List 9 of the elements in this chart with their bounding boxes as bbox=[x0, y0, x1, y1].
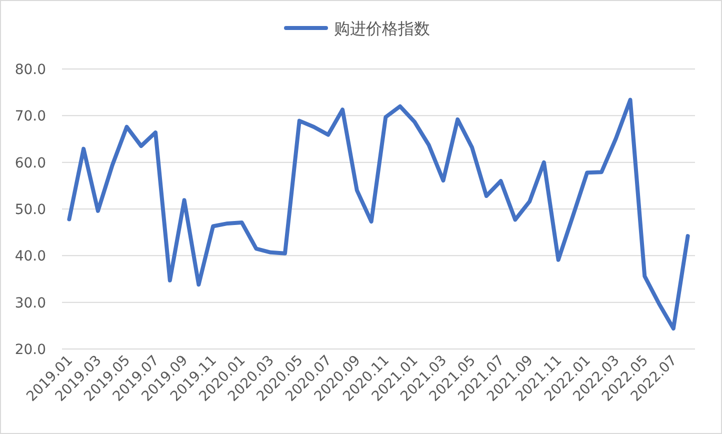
y-tick-label: 70.0 bbox=[14, 108, 46, 125]
y-tick-label: 40.0 bbox=[14, 248, 46, 265]
legend-label: 购进价格指数 bbox=[334, 19, 430, 38]
y-tick-label: 80.0 bbox=[14, 62, 46, 78]
y-tick-label: 30.0 bbox=[14, 295, 46, 312]
y-tick-label: 60.0 bbox=[14, 155, 46, 172]
legend: 购进价格指数 bbox=[284, 19, 430, 38]
y-tick-label: 50.0 bbox=[14, 202, 46, 218]
y-tick-label: 20.0 bbox=[14, 342, 46, 358]
